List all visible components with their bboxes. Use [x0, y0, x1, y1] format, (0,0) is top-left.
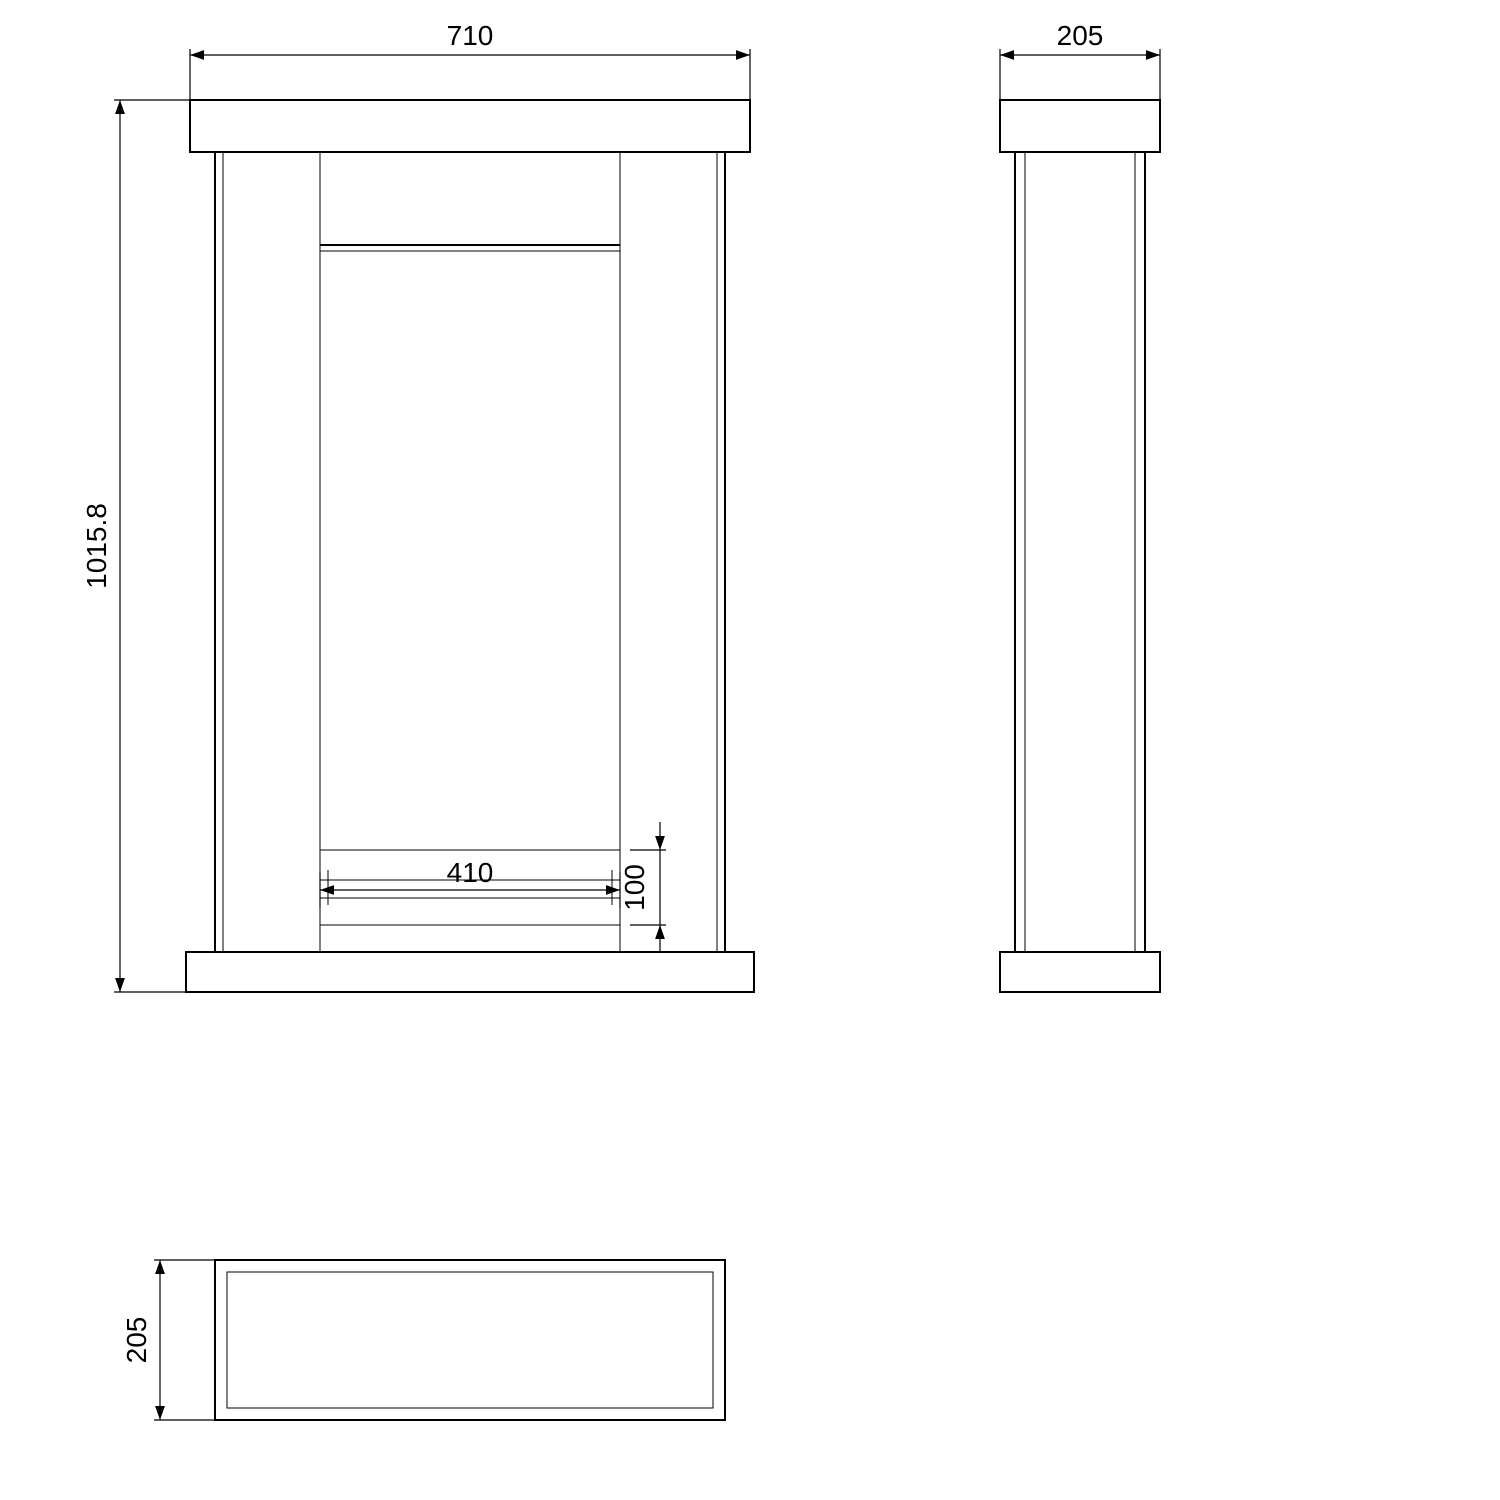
- svg-text:1015.8: 1015.8: [81, 503, 112, 589]
- svg-text:205: 205: [121, 1317, 152, 1364]
- svg-text:410: 410: [447, 857, 494, 888]
- svg-text:100: 100: [619, 864, 650, 911]
- svg-text:205: 205: [1057, 20, 1104, 51]
- svg-text:710: 710: [447, 20, 494, 51]
